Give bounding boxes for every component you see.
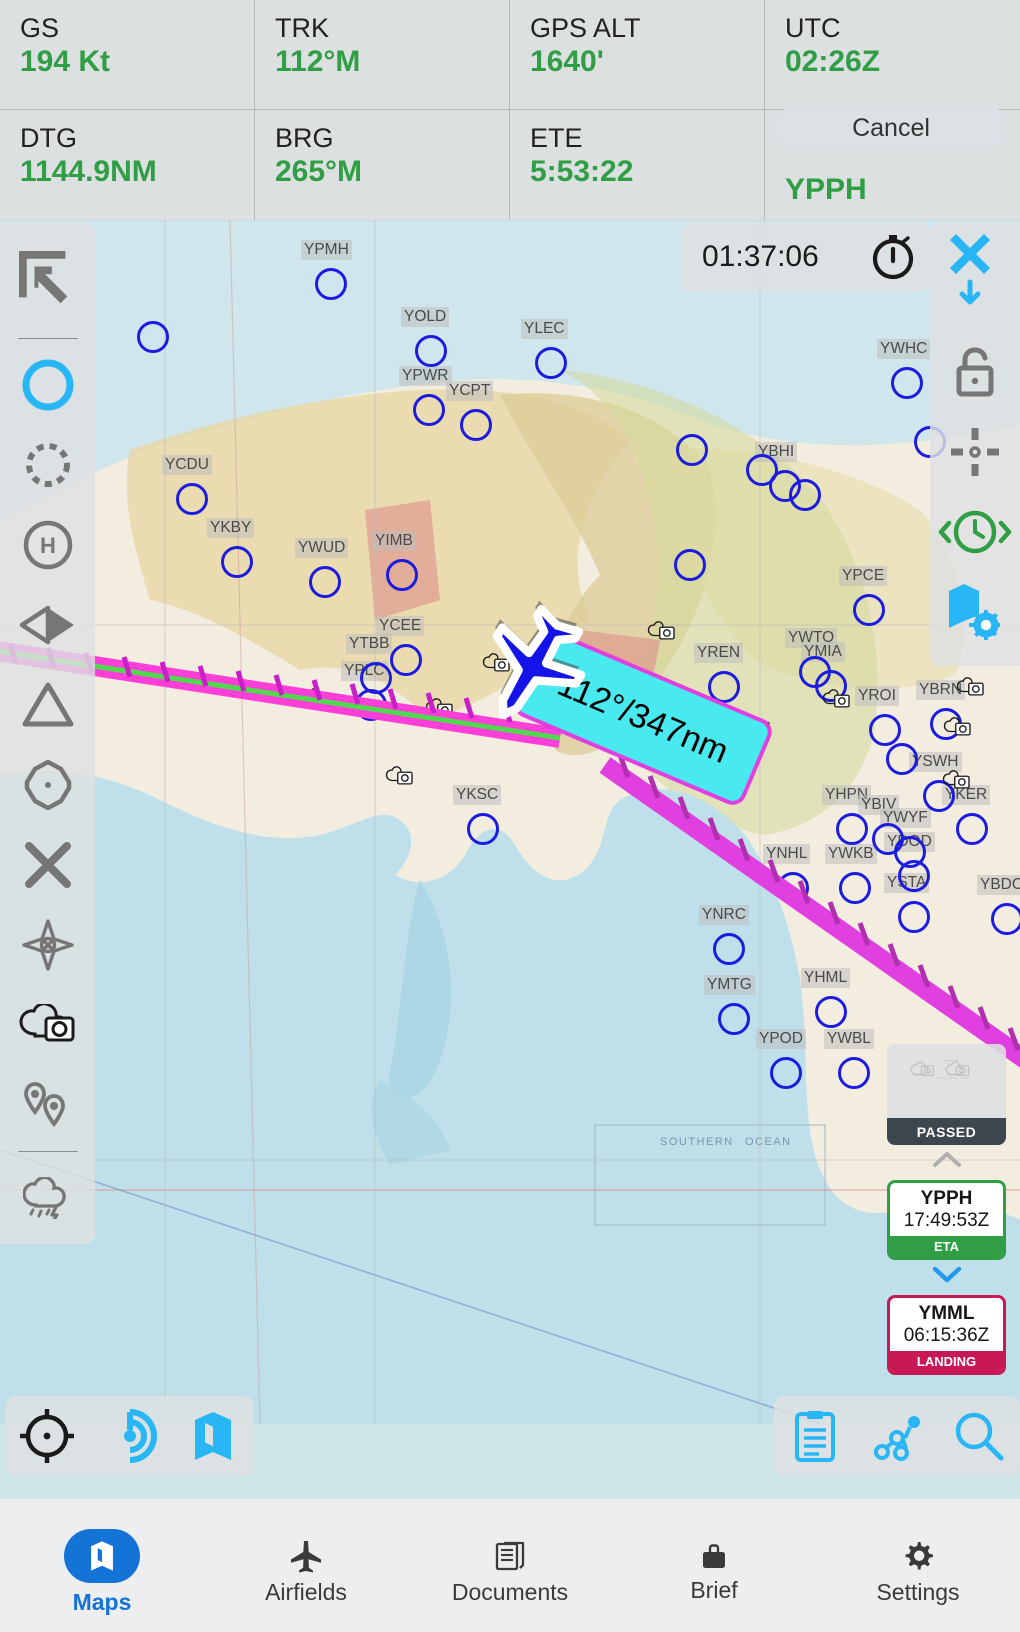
svg-text:H: H [40, 533, 56, 558]
svg-text:----: ---- [942, 1054, 958, 1067]
svg-text:--:--:--: --:--:-- [938, 1070, 969, 1084]
